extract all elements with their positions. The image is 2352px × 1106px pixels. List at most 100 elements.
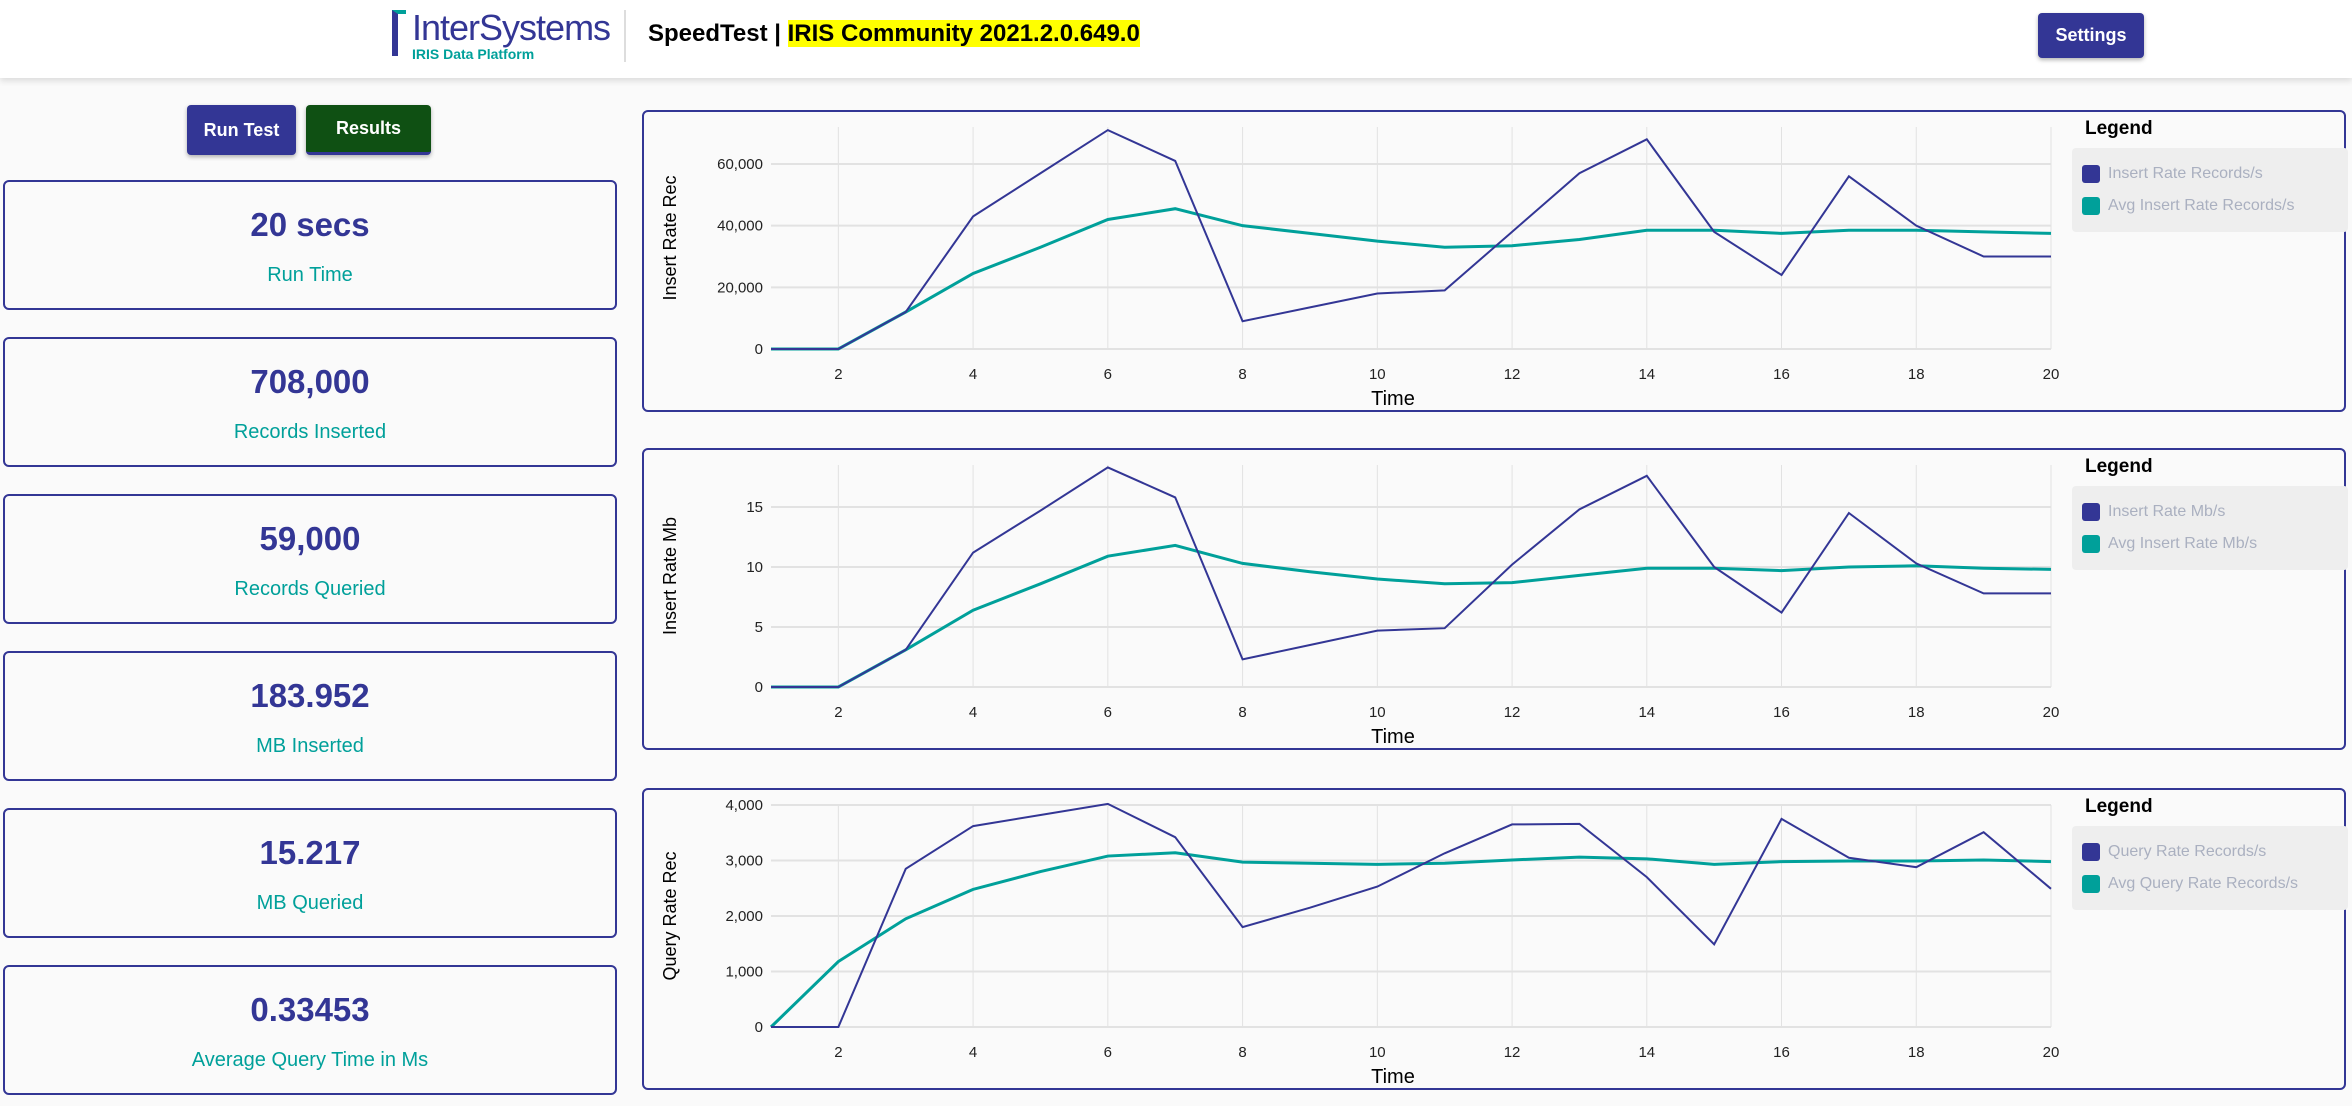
x-axis-label: Time bbox=[1371, 388, 1415, 410]
chart-panel: 2 4 6 8 10 12 14 16 18 20 0 20,000 40,000 60,000 Time I… bbox=[642, 110, 2348, 412]
x-tick-label: 8 bbox=[1238, 1044, 1246, 1061]
x-tick-label: 12 bbox=[1504, 1044, 1521, 1061]
legend-item[interactable]: Avg Insert Rate Mb/s bbox=[2082, 528, 2338, 560]
x-axis-label: Time bbox=[1371, 1066, 1415, 1088]
y-tick-label: 0 bbox=[755, 679, 763, 696]
line-chart: 2 4 6 8 10 12 14 16 18 20 0 1,000 2,000 3,000 4,000 Tim… bbox=[660, 797, 2060, 1088]
x-tick-label: 12 bbox=[1504, 366, 1521, 383]
y-tick-label: 3,000 bbox=[725, 853, 763, 870]
series-line bbox=[771, 466, 2051, 688]
logo-mark-icon bbox=[392, 10, 406, 56]
x-tick-label: 16 bbox=[1773, 1044, 1790, 1061]
chart-legend: Legend Insert Rate Mb/s Avg Insert Rate Mb… bbox=[2072, 456, 2348, 570]
legend-label: Insert Rate Records/s bbox=[2108, 165, 2263, 182]
page-title: SpeedTest | IRIS Community 2021.2.0.649.… bbox=[648, 20, 1140, 48]
stat-card: 0.33453 Average Query Time in Ms bbox=[3, 965, 617, 1095]
stat-label: Records Inserted bbox=[233, 421, 387, 443]
logo-name: InterSystems bbox=[412, 7, 611, 48]
x-tick-label: 18 bbox=[1908, 704, 1925, 721]
x-tick-label: 14 bbox=[1638, 704, 1655, 721]
y-axis-label: Insert Rate Mb bbox=[660, 517, 680, 635]
x-tick-label: 8 bbox=[1238, 366, 1246, 383]
y-tick-label: 4,000 bbox=[725, 797, 763, 814]
x-tick-label: 2 bbox=[834, 704, 842, 721]
y-axis-label: Insert Rate Rec bbox=[660, 175, 680, 300]
stat-value: 183.952 bbox=[250, 677, 370, 714]
legend-swatch-icon bbox=[2082, 843, 2100, 861]
run-test-button[interactable]: Run Test bbox=[187, 105, 296, 155]
y-tick-label: 10 bbox=[746, 559, 763, 576]
stat-card: 708,000 Records Inserted bbox=[3, 337, 617, 467]
y-tick-label: 0 bbox=[755, 341, 763, 358]
series-line bbox=[771, 543, 2052, 689]
legend-item[interactable]: Avg Query Rate Records/s bbox=[2082, 868, 2338, 900]
legend-item[interactable]: Insert Rate Records/s bbox=[2082, 158, 2338, 190]
stat-label: MB Inserted bbox=[256, 735, 364, 757]
x-tick-label: 2 bbox=[834, 1044, 842, 1061]
stat-label: Run Time bbox=[267, 264, 353, 286]
y-tick-label: 5 bbox=[755, 619, 763, 636]
x-tick-label: 20 bbox=[2043, 1044, 2060, 1061]
series-line bbox=[771, 207, 2052, 351]
intersystems-logo: InterSystems IRIS Data Platform bbox=[392, 7, 611, 62]
x-tick-label: 4 bbox=[969, 1044, 977, 1061]
x-tick-label: 16 bbox=[1773, 704, 1790, 721]
x-tick-label: 4 bbox=[969, 366, 977, 383]
chart-panel: 2 4 6 8 10 12 14 16 18 20 0 1,000 2,000 3,000 4,000 Tim… bbox=[642, 788, 2348, 1090]
legend-item[interactable]: Insert Rate Mb/s bbox=[2082, 496, 2338, 528]
stat-label: Records Queried bbox=[234, 578, 386, 600]
legend-label: Avg Insert Rate Mb/s bbox=[2108, 535, 2258, 552]
header-divider bbox=[624, 10, 626, 62]
legend-label: Query Rate Records/s bbox=[2108, 843, 2267, 860]
legend-title: Legend bbox=[2085, 456, 2153, 477]
y-tick-label: 20,000 bbox=[717, 279, 763, 296]
stat-value: 20 secs bbox=[250, 206, 370, 243]
x-tick-label: 6 bbox=[1104, 704, 1112, 721]
x-tick-label: 6 bbox=[1104, 1044, 1112, 1061]
x-tick-label: 4 bbox=[969, 704, 977, 721]
stat-label: Average Query Time in Ms bbox=[191, 1049, 429, 1071]
stat-card: 183.952 MB Inserted bbox=[3, 651, 617, 781]
legend-swatch-icon bbox=[2082, 197, 2100, 215]
legend-item[interactable]: Query Rate Records/s bbox=[2082, 836, 2338, 868]
stat-value: 0.33453 bbox=[250, 991, 370, 1028]
legend-label: Insert Rate Mb/s bbox=[2108, 503, 2226, 520]
stat-card: 20 secs Run Time bbox=[3, 180, 617, 310]
x-tick-label: 18 bbox=[1908, 366, 1925, 383]
x-tick-label: 2 bbox=[834, 366, 842, 383]
legend-swatch-icon bbox=[2082, 535, 2100, 553]
legend-swatch-icon bbox=[2082, 165, 2100, 183]
x-tick-label: 16 bbox=[1773, 366, 1790, 383]
x-tick-label: 10 bbox=[1369, 366, 1386, 383]
legend-label: Avg Insert Rate Records/s bbox=[2108, 197, 2295, 214]
y-axis-label: Query Rate Rec bbox=[660, 851, 680, 980]
y-tick-label: 60,000 bbox=[717, 156, 763, 173]
app-name: SpeedTest | bbox=[648, 20, 788, 47]
series-line bbox=[769, 851, 2052, 1029]
header: InterSystems IRIS Data Platform SpeedTes… bbox=[0, 0, 2352, 78]
series-line bbox=[771, 802, 2052, 1028]
x-tick-label: 6 bbox=[1104, 366, 1112, 383]
stat-value: 708,000 bbox=[250, 363, 370, 400]
stat-card: 59,000 Records Queried bbox=[3, 494, 617, 624]
stat-value: 15.217 bbox=[259, 834, 361, 871]
y-tick-label: 15 bbox=[746, 499, 763, 516]
settings-button[interactable]: Settings bbox=[2038, 13, 2144, 58]
x-tick-label: 20 bbox=[2043, 366, 2060, 383]
y-tick-label: 0 bbox=[755, 1019, 763, 1036]
line-chart: 2 4 6 8 10 12 14 16 18 20 0 5 10 15 Time Insert Rate Mb bbox=[660, 465, 2059, 748]
legend-title: Legend bbox=[2085, 118, 2153, 139]
y-tick-label: 2,000 bbox=[725, 908, 763, 925]
chart-panel: 2 4 6 8 10 12 14 16 18 20 0 5 10 15 Time Insert Rate Mb… bbox=[642, 448, 2348, 750]
x-tick-label: 10 bbox=[1369, 1044, 1386, 1061]
version-label: IRIS Community 2021.2.0.649.0 bbox=[787, 20, 1140, 47]
series-line bbox=[771, 128, 2051, 350]
logo-tagline: IRIS Data Platform bbox=[412, 46, 535, 62]
line-chart: 2 4 6 8 10 12 14 16 18 20 0 20,000 40,000 60,000 Time I… bbox=[660, 127, 2060, 410]
y-tick-label: 1,000 bbox=[725, 964, 763, 981]
results-button[interactable]: Results bbox=[306, 105, 431, 155]
legend-item[interactable]: Avg Insert Rate Records/s bbox=[2082, 190, 2338, 222]
legend-swatch-icon bbox=[2082, 875, 2100, 893]
legend-label: Avg Query Rate Records/s bbox=[2108, 875, 2299, 892]
legend-swatch-icon bbox=[2082, 503, 2100, 521]
